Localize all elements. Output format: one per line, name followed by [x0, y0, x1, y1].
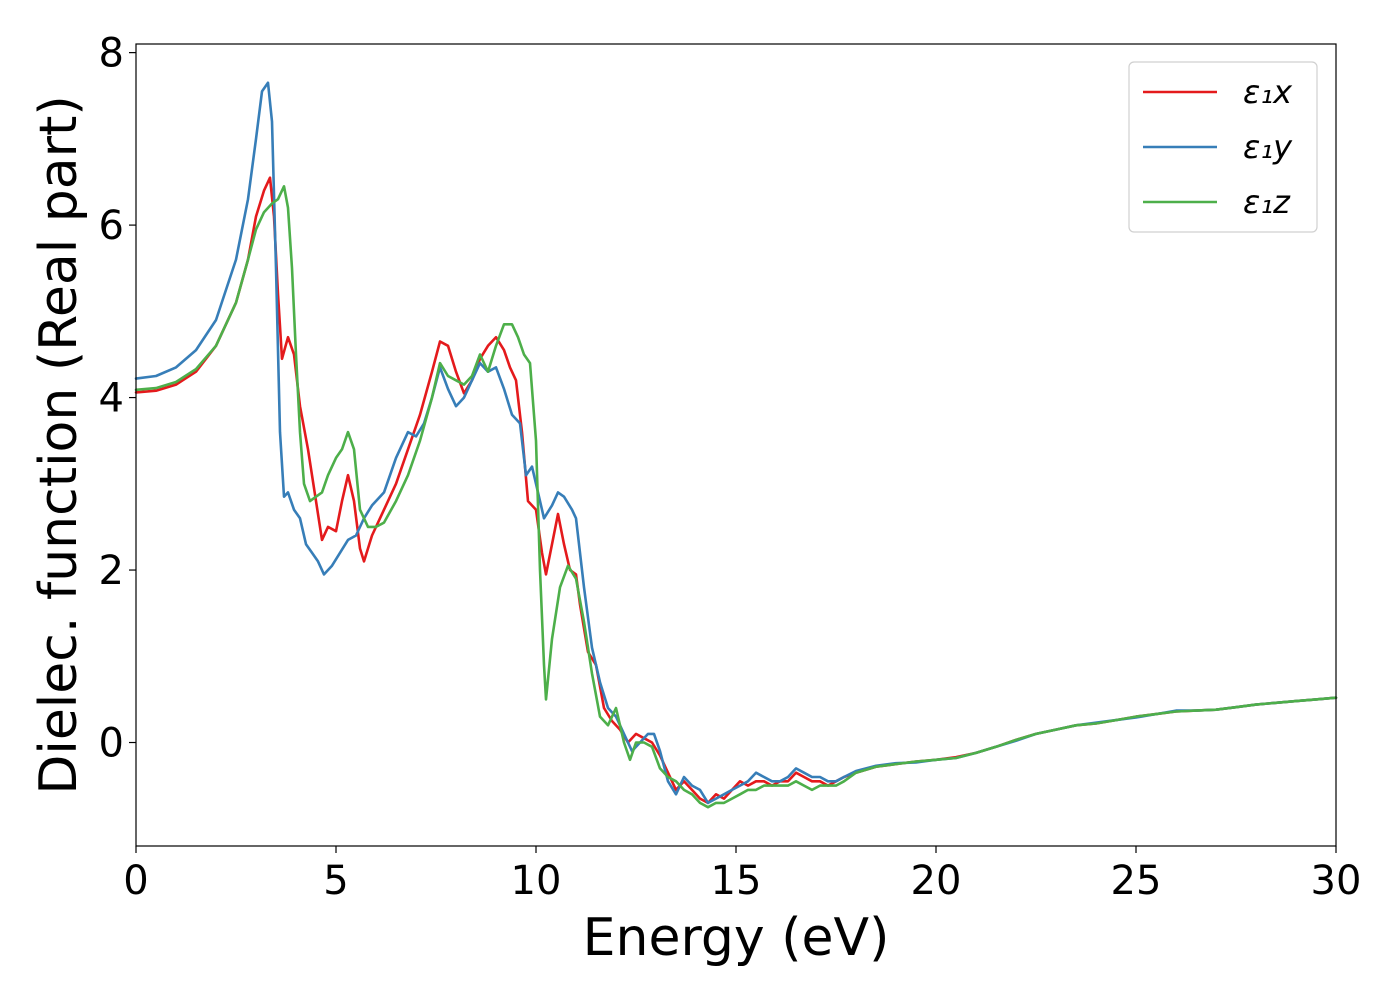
y-tick-label: 2 — [99, 548, 124, 594]
y-tick-label: 0 — [99, 721, 124, 767]
x-tick-label: 0 — [123, 858, 148, 904]
x-axis: 0 5 10 15 20 25 30 — [123, 846, 1361, 904]
x-tick-label: 20 — [911, 858, 962, 904]
legend: ε₁x ε₁y ε₁z — [1128, 61, 1318, 233]
y-tick-label: 8 — [99, 31, 124, 77]
x-tick-label: 10 — [511, 858, 562, 904]
x-tick-label: 15 — [711, 858, 762, 904]
legend-label-2: ε₁z — [1243, 183, 1291, 221]
legend-label-1: ε₁y — [1243, 128, 1293, 166]
x-tick-label: 5 — [323, 858, 348, 904]
y-tick-label: 6 — [99, 203, 124, 249]
series-layer — [134, 81, 1338, 809]
y-axis-title: Dielec. function (Real part) — [29, 95, 89, 794]
x-tick-label: 30 — [1311, 858, 1362, 904]
legend-box — [1128, 61, 1318, 233]
legend-label-0: ε₁x — [1243, 73, 1293, 111]
series-line-2 — [134, 185, 1338, 809]
y-axis: 0 2 4 6 8 — [99, 31, 136, 767]
x-axis-title: Energy (eV) — [583, 908, 890, 968]
x-tick-label: 25 — [1111, 858, 1162, 904]
y-tick-label: 4 — [99, 376, 124, 422]
